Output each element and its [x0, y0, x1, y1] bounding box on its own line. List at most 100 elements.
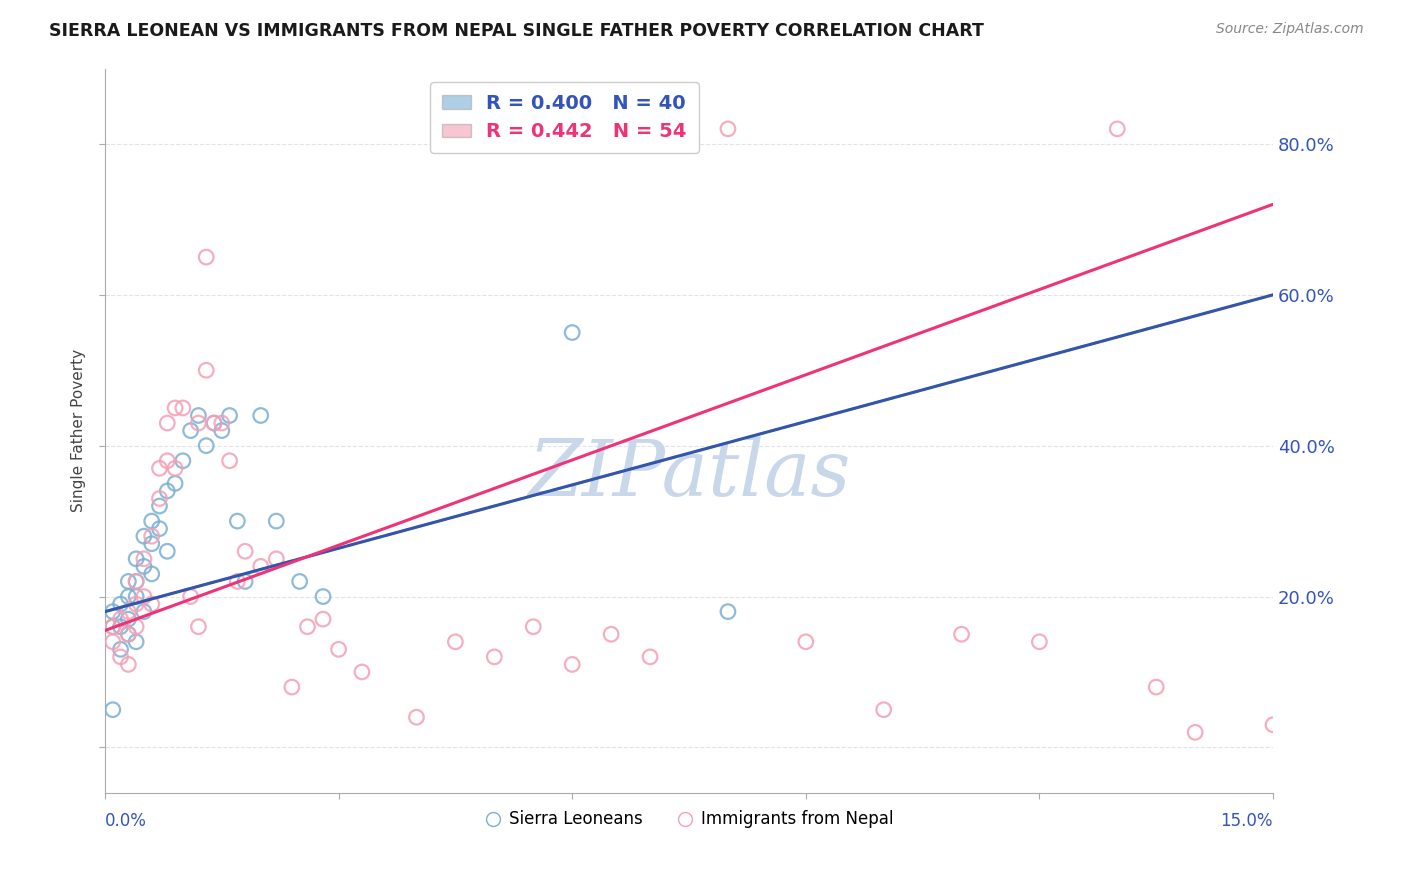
Point — [141, 566, 163, 581]
Point — [148, 522, 170, 536]
Point — [125, 574, 148, 589]
Point — [132, 590, 155, 604]
Point — [148, 499, 170, 513]
Point — [125, 551, 148, 566]
Point — [312, 590, 335, 604]
Point — [350, 665, 373, 679]
Point — [312, 612, 335, 626]
Point — [117, 657, 139, 672]
Point — [148, 491, 170, 506]
Text: ZIPatlas: ZIPatlas — [527, 436, 851, 512]
Point — [1107, 121, 1129, 136]
Point — [101, 605, 124, 619]
Point — [117, 627, 139, 641]
Point — [202, 416, 225, 430]
Point — [195, 439, 218, 453]
Point — [873, 703, 896, 717]
Point — [249, 559, 271, 574]
Point — [717, 121, 740, 136]
Point — [522, 620, 544, 634]
Point — [281, 680, 304, 694]
Legend: Sierra Leoneans, Immigrants from Nepal: Sierra Leoneans, Immigrants from Nepal — [478, 804, 900, 835]
Point — [141, 537, 163, 551]
Point — [110, 649, 132, 664]
Point — [600, 627, 623, 641]
Point — [156, 483, 179, 498]
Point — [195, 250, 218, 264]
Point — [141, 514, 163, 528]
Point — [187, 416, 209, 430]
Point — [156, 544, 179, 558]
Text: Source: ZipAtlas.com: Source: ZipAtlas.com — [1216, 22, 1364, 37]
Point — [794, 634, 817, 648]
Point — [132, 605, 155, 619]
Point — [125, 597, 148, 611]
Point — [172, 401, 194, 415]
Point — [444, 634, 467, 648]
Point — [561, 657, 583, 672]
Point — [405, 710, 427, 724]
Point — [249, 409, 271, 423]
Point — [266, 551, 288, 566]
Point — [218, 409, 240, 423]
Text: 0.0%: 0.0% — [105, 812, 146, 830]
Point — [132, 529, 155, 543]
Point — [1028, 634, 1050, 648]
Point — [148, 461, 170, 475]
Point — [328, 642, 350, 657]
Point — [165, 461, 187, 475]
Point — [132, 559, 155, 574]
Point — [226, 574, 249, 589]
Point — [110, 597, 132, 611]
Point — [717, 605, 740, 619]
Point — [132, 551, 155, 566]
Point — [117, 627, 139, 641]
Point — [125, 634, 148, 648]
Point — [101, 634, 124, 648]
Point — [202, 416, 225, 430]
Point — [218, 454, 240, 468]
Point — [110, 642, 132, 657]
Point — [125, 590, 148, 604]
Point — [561, 326, 583, 340]
Point — [172, 454, 194, 468]
Text: SIERRA LEONEAN VS IMMIGRANTS FROM NEPAL SINGLE FATHER POVERTY CORRELATION CHART: SIERRA LEONEAN VS IMMIGRANTS FROM NEPAL … — [49, 22, 984, 40]
Point — [117, 605, 139, 619]
Point — [233, 544, 256, 558]
Point — [211, 424, 233, 438]
Point — [117, 612, 139, 626]
Point — [117, 590, 139, 604]
Point — [165, 401, 187, 415]
Point — [180, 590, 202, 604]
Point — [233, 574, 256, 589]
Point — [156, 454, 179, 468]
Point — [226, 514, 249, 528]
Point — [288, 574, 311, 589]
Point — [1184, 725, 1206, 739]
Point — [110, 620, 132, 634]
Point — [1261, 718, 1284, 732]
Point — [125, 574, 148, 589]
Point — [165, 476, 187, 491]
Point — [211, 416, 233, 430]
Point — [195, 363, 218, 377]
Point — [141, 529, 163, 543]
Point — [141, 597, 163, 611]
Point — [187, 409, 209, 423]
Point — [125, 620, 148, 634]
Point — [156, 416, 179, 430]
Y-axis label: Single Father Poverty: Single Father Poverty — [72, 349, 86, 512]
Point — [101, 703, 124, 717]
Point — [266, 514, 288, 528]
Point — [101, 620, 124, 634]
Point — [187, 620, 209, 634]
Point — [950, 627, 973, 641]
Text: 15.0%: 15.0% — [1220, 812, 1272, 830]
Point — [297, 620, 319, 634]
Point — [117, 574, 139, 589]
Point — [1144, 680, 1167, 694]
Point — [638, 649, 661, 664]
Point — [180, 424, 202, 438]
Point — [110, 612, 132, 626]
Point — [101, 620, 124, 634]
